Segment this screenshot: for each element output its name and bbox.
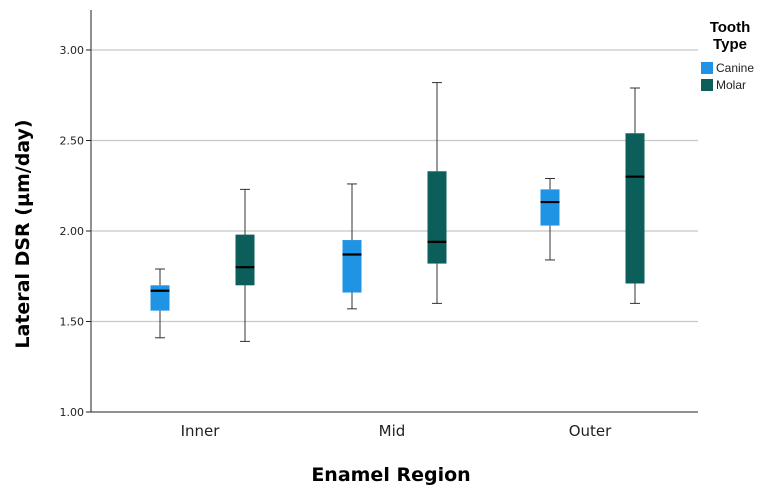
boxes bbox=[150, 82, 645, 342]
x-axis-categories: Inner Mid Outer bbox=[181, 422, 613, 440]
iqr-box bbox=[625, 133, 645, 284]
box-molar-outer bbox=[625, 87, 645, 304]
x-axis-title: Enamel Region bbox=[311, 464, 470, 486]
y-tick-label: 1.50 bbox=[60, 316, 85, 329]
y-axis-title: Lateral DSR (µm/day) bbox=[12, 119, 34, 348]
legend-title-line-2: Type bbox=[713, 36, 747, 53]
x-category-label: Mid bbox=[379, 422, 406, 440]
axes bbox=[86, 10, 698, 413]
box-canine-inner bbox=[150, 268, 170, 339]
legend-swatch-canine bbox=[701, 62, 713, 74]
iqr-box bbox=[427, 171, 447, 264]
y-tick-label: 1.00 bbox=[60, 406, 85, 419]
iqr-box bbox=[540, 189, 560, 226]
legend-title-line-1: Tooth bbox=[710, 19, 751, 36]
box-molar-inner bbox=[235, 188, 255, 342]
x-category-label: Outer bbox=[569, 422, 612, 440]
legend-label-molar: Molar bbox=[716, 78, 746, 92]
y-axis-ticks: 1.00 1.50 2.00 2.50 3.00 bbox=[60, 44, 85, 419]
legend: Tooth Type Canine Molar bbox=[701, 19, 754, 92]
grid-lines bbox=[91, 49, 698, 323]
iqr-box bbox=[235, 234, 255, 286]
y-tick-label: 2.50 bbox=[60, 135, 85, 148]
y-tick-label: 3.00 bbox=[60, 44, 85, 57]
legend-swatch-molar bbox=[701, 79, 713, 91]
box-canine-outer bbox=[540, 178, 560, 261]
x-category-label: Inner bbox=[181, 422, 221, 440]
iqr-box bbox=[342, 240, 362, 293]
y-tick-label: 2.00 bbox=[60, 225, 85, 238]
box-molar-mid bbox=[427, 82, 447, 304]
box-canine-mid bbox=[342, 183, 362, 310]
legend-label-canine: Canine bbox=[716, 61, 754, 75]
iqr-box bbox=[150, 285, 170, 311]
